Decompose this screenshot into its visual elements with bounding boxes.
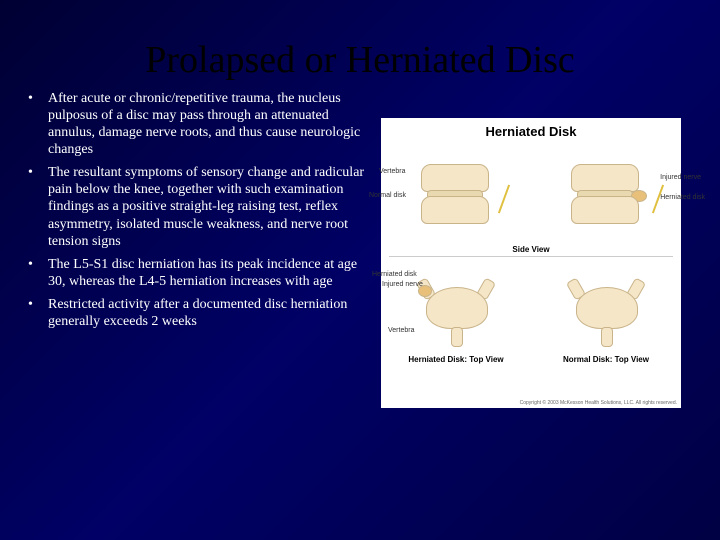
label-normal-disk: Normal disk — [369, 192, 406, 199]
bullet-list: After acute or chronic/repetitive trauma… — [28, 90, 373, 408]
label-injured-nerve: Injured nerve — [660, 174, 701, 181]
herniated-disk-side: Injured nerve Herniated disk — [571, 164, 641, 224]
label-vertebra-top: Vertebra — [388, 327, 414, 334]
figure-panel: Herniated Disk Normal disk Vertebra — [381, 118, 702, 408]
list-item: Restricted activity after a documented d… — [28, 296, 373, 330]
label-injured-nerve-top: Injured nerve — [382, 281, 423, 288]
figure-copyright: Copyright © 2003 McKesson Health Solutio… — [520, 400, 677, 406]
herniated-disk-top: Vertebra Injured nerve Herniated disk — [416, 279, 496, 339]
label-herniated-disk: Herniated disk — [660, 194, 705, 201]
list-item: The resultant symptoms of sensory change… — [28, 164, 373, 249]
figure-heading: Herniated Disk — [381, 118, 681, 139]
label-herniated-disk-top: Herniated disk — [372, 271, 417, 278]
side-view-row: Normal disk Vertebra Injured nerve Herni… — [381, 139, 681, 249]
label-vertebra: Vertebra — [379, 168, 405, 175]
top-view-row: Vertebra Injured nerve Herniated disk — [381, 259, 681, 359]
list-item: The L5-S1 disc herniation has its peak i… — [28, 256, 373, 290]
content-area: After acute or chronic/repetitive trauma… — [0, 90, 720, 408]
page-title: Prolapsed or Herniated Disc — [0, 0, 720, 90]
list-item: After acute or chronic/repetitive trauma… — [28, 90, 373, 158]
normal-disk-top — [566, 279, 646, 339]
herniated-disk-diagram: Herniated Disk Normal disk Vertebra — [381, 118, 681, 408]
normal-disk-side: Normal disk Vertebra — [421, 164, 491, 224]
